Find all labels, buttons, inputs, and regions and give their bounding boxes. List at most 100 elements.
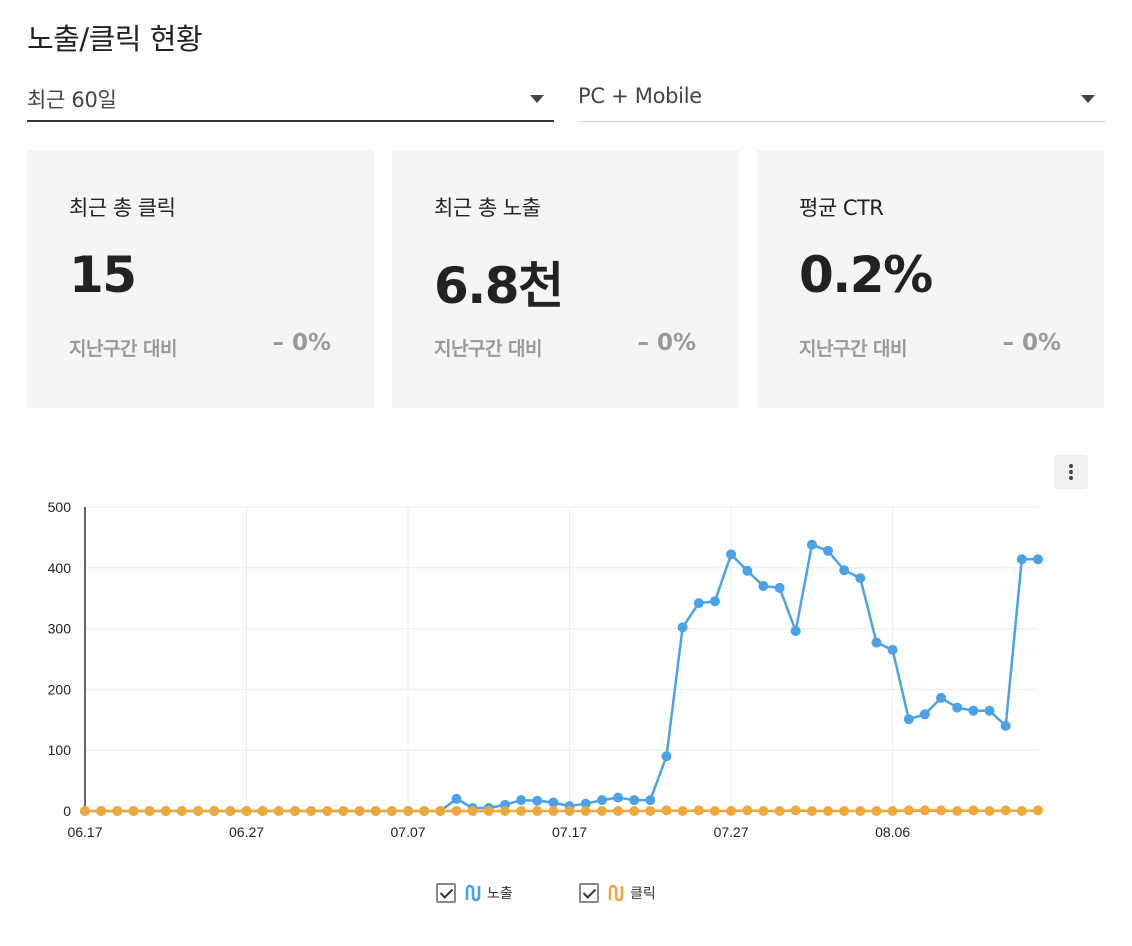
legend-label: 클릭 <box>630 886 656 902</box>
impressions-point <box>1016 554 1027 565</box>
average-ctr-card: 평균 CTR 0.2% 지난구간 대비 – 0% <box>757 150 1104 408</box>
clicks-point <box>1033 805 1043 816</box>
legend-checkbox[interactable] <box>436 883 456 903</box>
x-tick-label: 08.06 <box>875 824 910 840</box>
y-tick-label: 300 <box>48 621 72 637</box>
clicks-point <box>306 806 317 816</box>
clicks-point <box>613 806 623 816</box>
card-value: 0.2% <box>799 246 933 304</box>
total-impressions-card: 최근 총 노출 6.8천 지난구간 대비 – 0% <box>392 150 739 408</box>
impressions-point <box>855 573 866 584</box>
clicks-point <box>887 806 898 816</box>
clicks-point <box>500 806 510 816</box>
clicks-point <box>516 806 527 816</box>
caret-down-icon <box>1081 95 1095 103</box>
clicks-point <box>144 806 155 816</box>
clicks-point <box>952 806 963 816</box>
clicks-point <box>758 806 769 816</box>
impressions-point <box>952 702 963 713</box>
impressions-point <box>661 751 672 762</box>
impressions-point <box>709 596 720 607</box>
x-tick-label: 07.07 <box>391 824 426 840</box>
impressions-point <box>758 581 769 591</box>
impressions-point <box>823 545 833 556</box>
y-tick-label: 400 <box>48 560 72 576</box>
card-compare-label: 지난구간 대비 <box>799 338 908 360</box>
card-compare-label: 지난구간 대비 <box>434 338 543 360</box>
clicks-point <box>1000 805 1011 816</box>
clicks-point <box>839 806 850 816</box>
card-delta: – 0% <box>637 330 696 356</box>
clicks-point <box>403 806 414 816</box>
clicks-point <box>435 806 446 816</box>
clicks-point <box>936 805 947 816</box>
period-select[interactable]: 최근 60일 <box>27 76 554 122</box>
clicks-point <box>209 806 220 816</box>
clicks-point <box>596 806 607 816</box>
legend-impressions[interactable]: 노출 <box>436 881 513 905</box>
device-select-value: PC + Mobile <box>578 84 702 108</box>
clicks-point <box>193 806 204 816</box>
clicks-point <box>354 806 365 816</box>
clicks-point <box>290 806 300 816</box>
chart-menu-button[interactable] <box>1054 455 1088 489</box>
y-tick-label: 0 <box>63 803 71 819</box>
impressions-point <box>919 709 930 720</box>
clicks-point <box>968 805 979 816</box>
clicks-point <box>322 806 333 816</box>
impressions-point <box>774 582 785 593</box>
card-label: 최근 총 클릭 <box>69 196 176 220</box>
clicks-point <box>742 805 753 816</box>
impressions-point <box>742 565 753 576</box>
clicks-point <box>112 806 123 816</box>
clicks-point <box>176 806 187 816</box>
clicks-point <box>629 806 640 816</box>
legend-clicks[interactable]: 클릭 <box>579 881 656 905</box>
clicks-point <box>160 806 171 816</box>
x-tick-label: 06.17 <box>67 824 102 840</box>
x-tick-label: 07.17 <box>552 824 587 840</box>
clicks-point <box>564 806 575 816</box>
clicks-point <box>96 806 107 816</box>
y-tick-label: 200 <box>48 681 72 697</box>
impressions-point <box>596 795 607 806</box>
impressions-point <box>984 705 995 716</box>
impressions-point <box>629 795 640 806</box>
impressions-point <box>1033 554 1043 565</box>
clicks-point <box>386 806 397 816</box>
clicks-point <box>823 806 833 816</box>
impressions-point <box>548 797 559 808</box>
clicks-point <box>709 806 720 816</box>
impressions-point <box>806 539 817 550</box>
y-tick-label: 500 <box>48 499 72 515</box>
clicks-point <box>774 806 785 816</box>
impressions-clicks-chart: 0 100 200 300 400 500 06.17 06.27 07.07 07.17 07.2… <box>48 499 1043 840</box>
clicks-point <box>532 806 543 816</box>
impressions-point <box>936 692 947 703</box>
clicks-point <box>984 806 995 816</box>
clicks-point <box>645 806 656 816</box>
impressions-point <box>871 637 882 648</box>
legend-checkbox[interactable] <box>579 883 599 903</box>
clicks-point <box>871 806 882 816</box>
clicks-point <box>128 806 139 816</box>
impressions-point <box>968 705 979 716</box>
card-value: 15 <box>69 246 137 304</box>
more-vertical-icon <box>1069 464 1073 468</box>
impressions-point <box>677 622 688 633</box>
clicks-point <box>241 806 252 816</box>
card-value: 6.8천 <box>434 257 564 315</box>
device-select[interactable]: PC + Mobile <box>578 76 1105 122</box>
clicks-point <box>548 806 559 816</box>
x-tick-label: 07.27 <box>714 824 749 840</box>
card-delta: – 0% <box>272 330 331 356</box>
y-tick-label: 100 <box>48 742 72 758</box>
impressions-point <box>790 626 801 636</box>
clicks-point <box>903 805 914 816</box>
card-delta: – 0% <box>1002 330 1061 356</box>
card-label: 평균 CTR <box>799 196 884 220</box>
x-tick-label: 06.27 <box>229 824 264 840</box>
impressions-series-line <box>85 543 1038 813</box>
impressions-point <box>613 792 623 803</box>
clicks-point <box>338 806 349 816</box>
